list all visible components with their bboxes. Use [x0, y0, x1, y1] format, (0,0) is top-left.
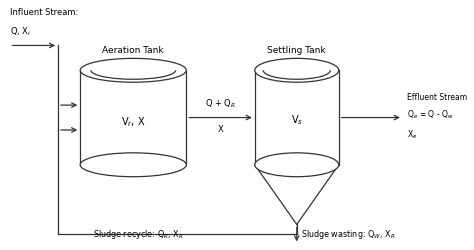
Text: X$_e$: X$_e$ [407, 129, 418, 141]
Text: Q, X$_i$: Q, X$_i$ [9, 26, 31, 38]
Text: Settling Tank: Settling Tank [267, 46, 326, 56]
Text: Effluent Stream: Effluent Stream [407, 93, 467, 102]
Ellipse shape [80, 153, 186, 177]
Text: Sludge wasting: Q$_W$, X$_R$: Sludge wasting: Q$_W$, X$_R$ [301, 228, 396, 241]
Ellipse shape [255, 58, 339, 82]
Text: X: X [218, 125, 223, 134]
Text: Q + Q$_R$: Q + Q$_R$ [205, 98, 236, 110]
Text: Influent Stream:: Influent Stream: [9, 8, 78, 17]
Ellipse shape [80, 58, 186, 82]
Text: V$_r$, X: V$_r$, X [121, 116, 146, 130]
Text: Aeration Tank: Aeration Tank [102, 46, 164, 56]
Text: Sludge recycle: Q$_R$, X$_R$: Sludge recycle: Q$_R$, X$_R$ [93, 228, 184, 241]
Ellipse shape [255, 153, 339, 177]
Text: Q$_e$ = Q - Q$_w$: Q$_e$ = Q - Q$_w$ [407, 109, 454, 121]
Text: V$_s$: V$_s$ [291, 113, 303, 127]
